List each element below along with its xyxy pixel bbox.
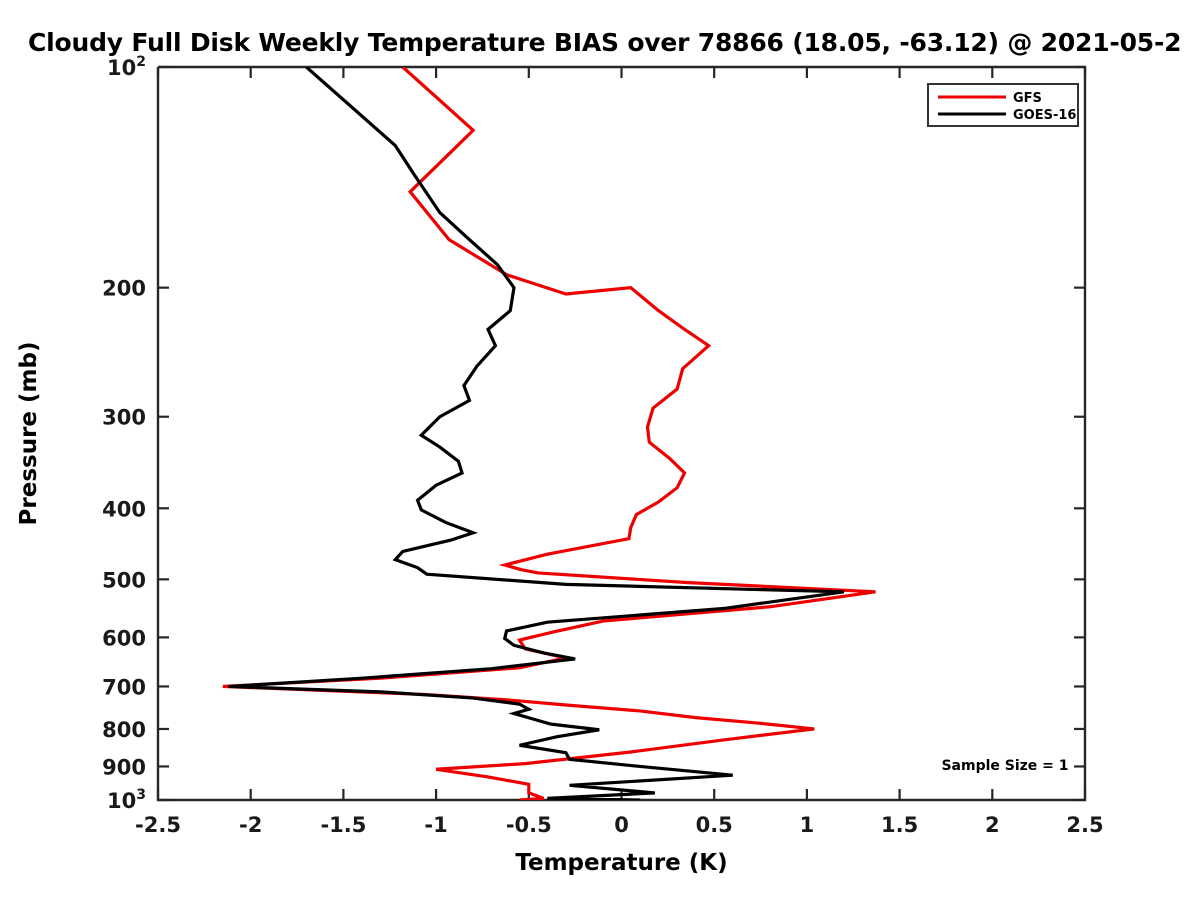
y-tick-label: 800 xyxy=(102,718,146,742)
legend-label-goes-16: GOES-16 xyxy=(1013,108,1076,123)
legend-label-gfs: GFS xyxy=(1013,91,1042,106)
x-axis-label: Temperature (K) xyxy=(515,850,727,876)
x-tick-label: -1 xyxy=(424,813,447,837)
y-tick-label: 102 xyxy=(107,54,146,80)
legend-box xyxy=(927,83,1079,127)
y-tick-label: 400 xyxy=(102,497,146,521)
y-tick-label: 103 xyxy=(107,787,146,813)
x-tick-label: -1.5 xyxy=(320,813,366,837)
y-axis-label: Pressure (mb) xyxy=(16,342,42,526)
x-tick-label: -2.5 xyxy=(135,813,181,837)
x-tick-label: -0.5 xyxy=(506,813,552,837)
y-tick-label: 600 xyxy=(102,626,146,650)
y-tick-label: 900 xyxy=(102,755,146,779)
series-line-gfs xyxy=(222,67,876,800)
series-line-goes-16 xyxy=(228,67,845,800)
x-tick-label: 0.5 xyxy=(696,813,733,837)
page-title: Cloudy Full Disk Weekly Temperature BIAS… xyxy=(28,28,1182,57)
x-tick-label: -2 xyxy=(239,813,262,837)
y-tick-label: 700 xyxy=(102,675,146,699)
y-tick-label: 200 xyxy=(102,277,146,301)
sample-size-annotation: Sample Size = 1 xyxy=(941,758,1068,774)
y-tick-label: 300 xyxy=(102,406,146,430)
x-tick-label: 1.5 xyxy=(881,813,918,837)
x-tick-label: 2.5 xyxy=(1066,813,1103,837)
x-tick-label: 1 xyxy=(800,813,815,837)
series-group xyxy=(222,67,876,800)
x-tick-label: 0 xyxy=(614,813,629,837)
x-tick-label: 2 xyxy=(985,813,1000,837)
y-tick-label: 500 xyxy=(102,568,146,592)
